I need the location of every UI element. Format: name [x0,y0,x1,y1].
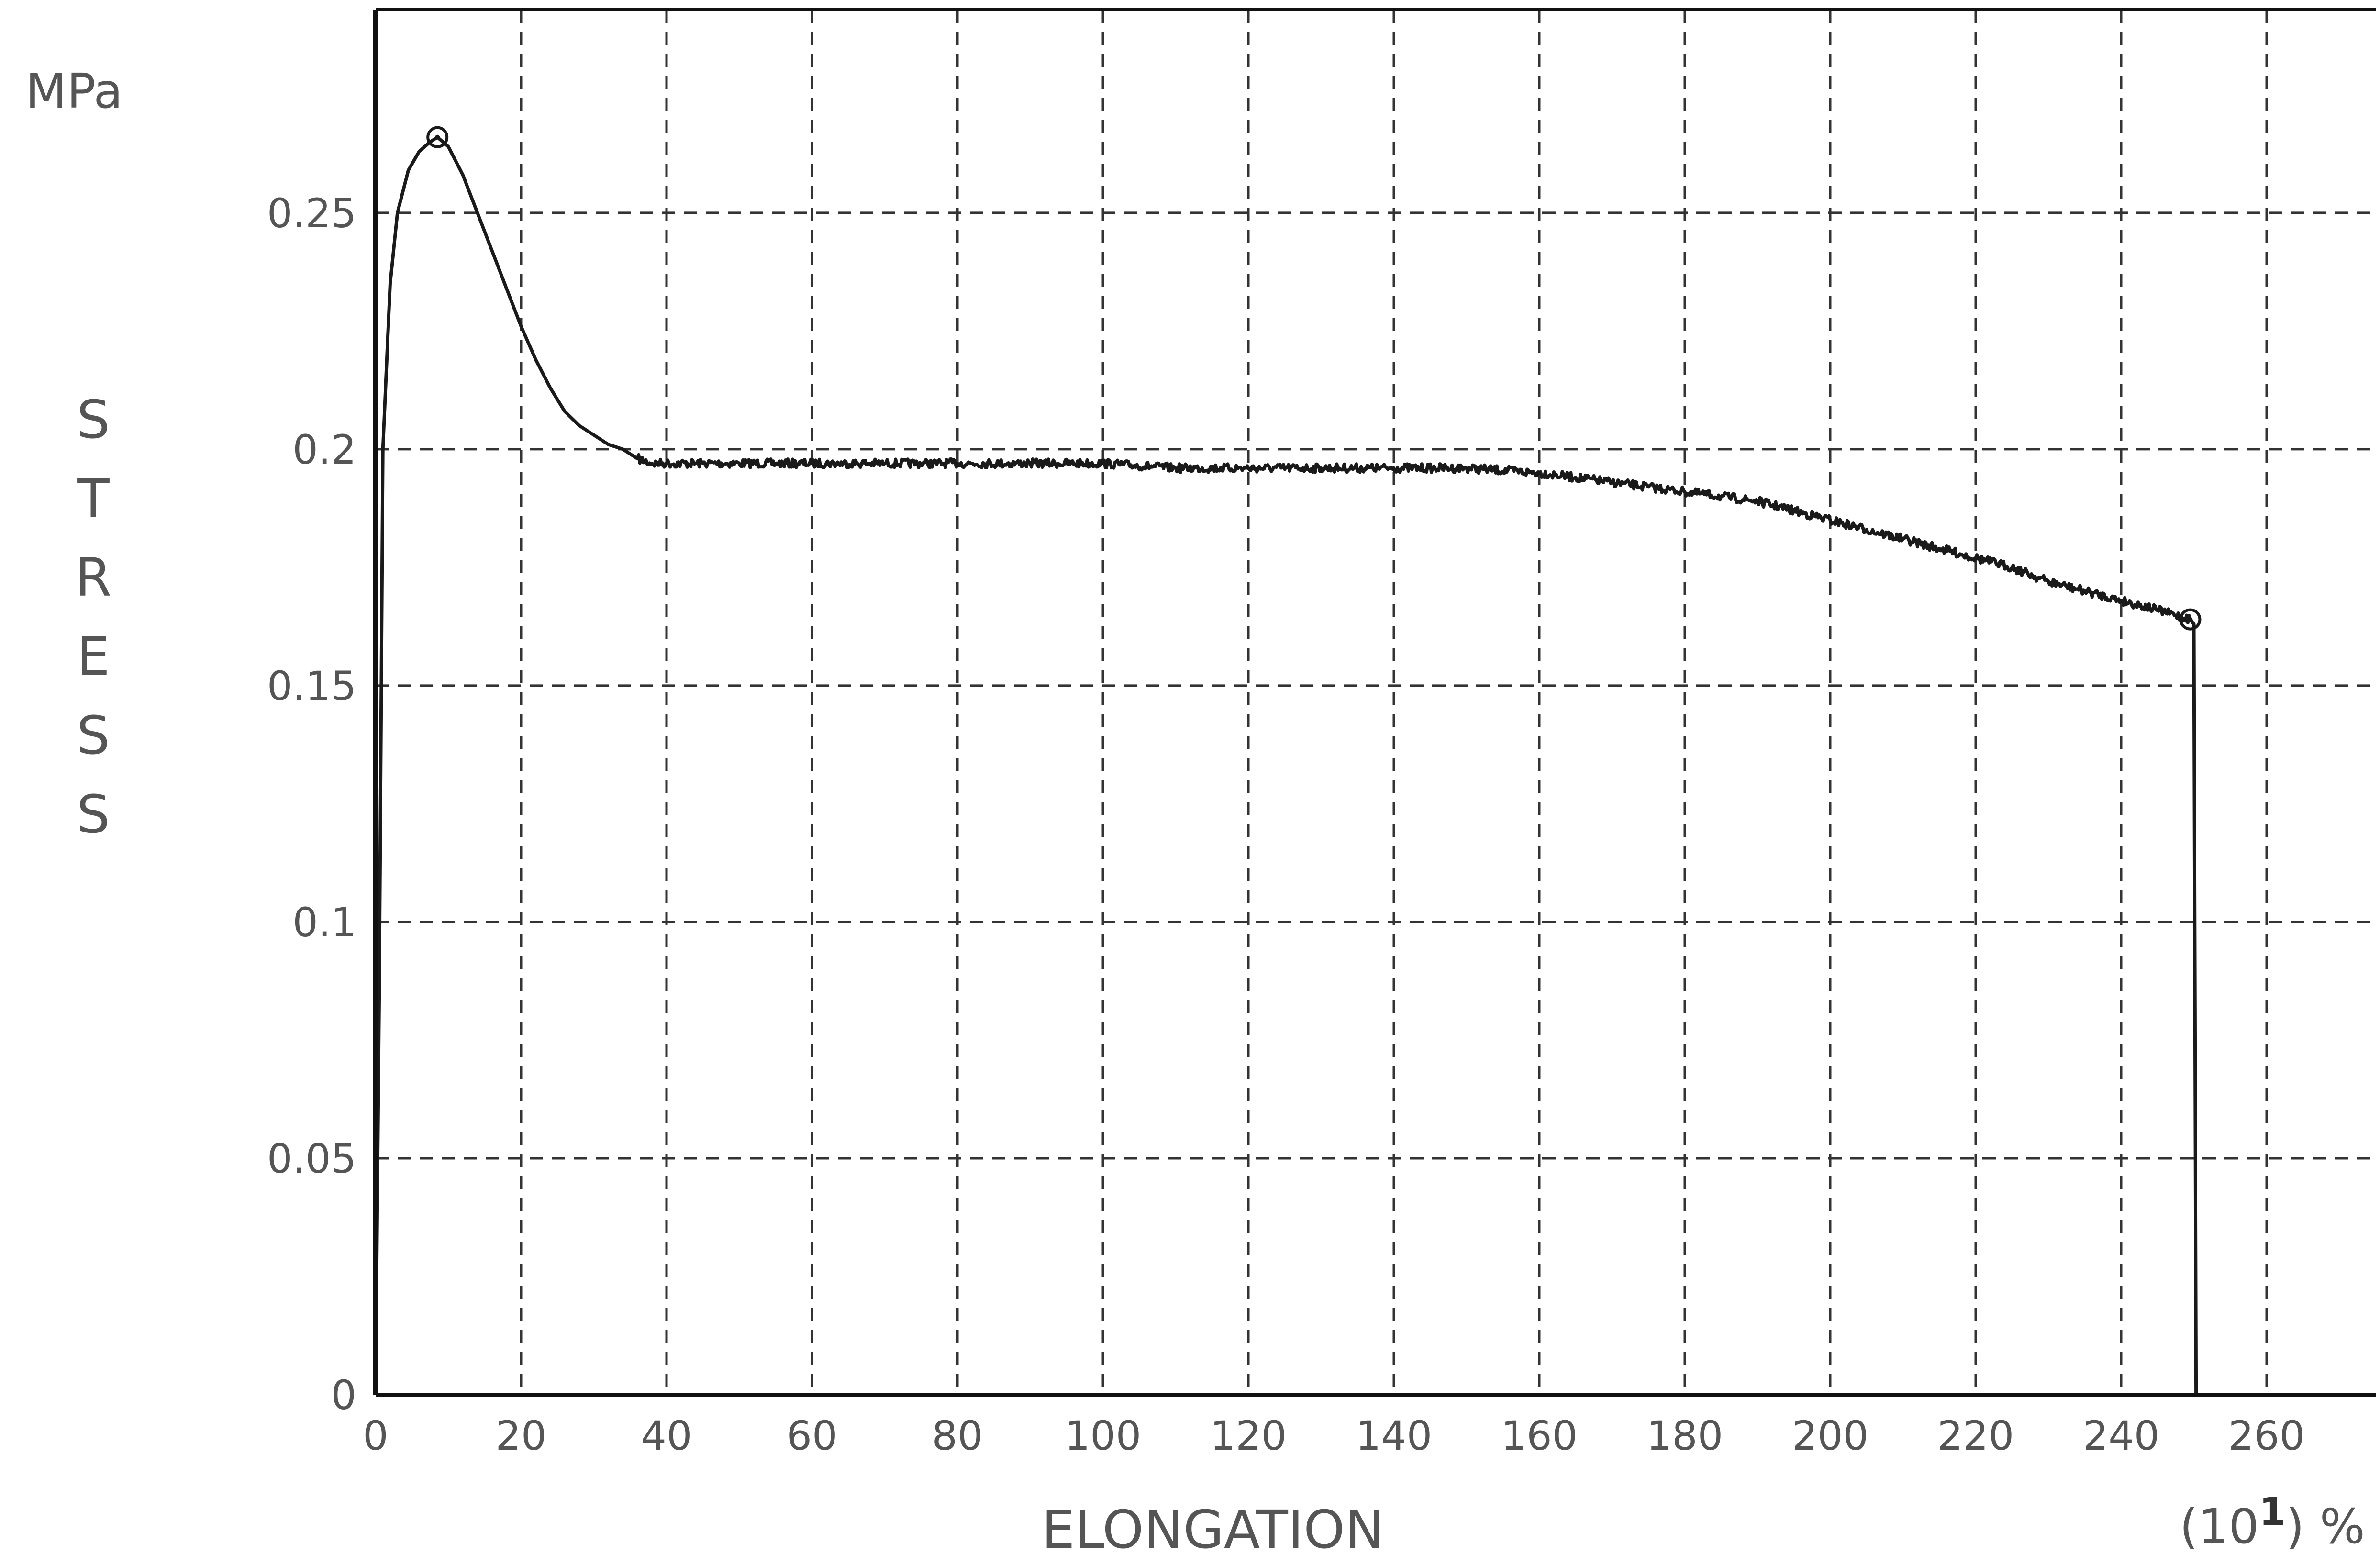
x-tick-label: 20 [496,1412,547,1459]
x-tick-label: 60 [787,1412,838,1459]
x-tick-label: 0 [363,1412,388,1459]
y-axis-letter: R [75,547,111,608]
marker-layer [426,126,2202,631]
x-tick-label: 200 [1792,1412,1868,1459]
y-tick-label: 0.25 [267,190,356,237]
x-tick-label: 100 [1065,1412,1141,1459]
y-axis-letter: S [77,784,110,845]
x-tick-label: 240 [2083,1412,2159,1459]
data-marker-dot [435,134,440,140]
data-marker [2179,608,2202,631]
y-tick-label: 0.15 [267,663,356,710]
y-tick-labels: 0 0.05 0.1 0.15 0.2 0.25 [267,190,356,1419]
x-tick-labels: 0 20 40 60 80 100 120 140 160 180 200 220 240 260 [363,1412,2305,1459]
x-tick-label: 120 [1210,1412,1287,1459]
series-layer [374,135,2198,1395]
plot-frame [373,8,2376,1397]
y-tick-label: 0.2 [292,426,356,473]
x-unit-label: (101) % [2180,1489,2365,1554]
y-tick-label: 0.05 [267,1135,356,1182]
x-tick-label: 160 [1501,1412,1578,1459]
x-tick-label: 260 [2228,1412,2305,1459]
stress-curve [374,135,2198,1395]
grid-lines [376,10,2376,1395]
x-tick-label: 40 [641,1412,692,1459]
x-tick-label: 80 [932,1412,983,1459]
x-unit-prefix: (10 [2180,1498,2259,1554]
y-axis-letter: E [77,626,110,687]
x-unit-suffix: ) % [2286,1498,2365,1554]
y-axis-letter: T [77,468,110,529]
x-axis-title: ELONGATION [1042,1499,1384,1560]
x-tick-label: 180 [1646,1412,1723,1459]
y-unit-label: MPa [25,63,122,119]
y-axis-letter: S [77,705,110,766]
y-axis-letter: S [77,389,110,450]
x-unit-exponent: 1 [2259,1489,2286,1534]
y-axis-title: S T R E S S [75,389,111,845]
x-tick-label: 140 [1356,1412,1432,1459]
data-marker-dot [2188,617,2193,622]
y-tick-label: 0.1 [292,899,356,946]
y-tick-label: 0 [331,1372,356,1419]
data-marker [426,126,449,148]
x-tick-label: 220 [1937,1412,2014,1459]
